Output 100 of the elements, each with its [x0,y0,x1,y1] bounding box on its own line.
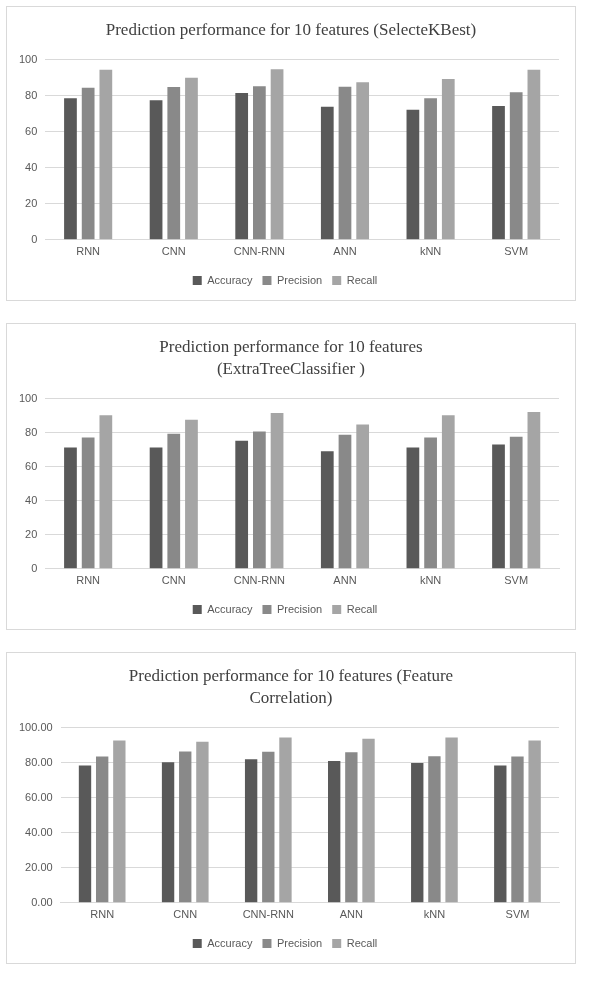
bar [445,737,458,903]
bar [338,86,352,240]
bar [424,98,437,240]
bar [320,106,334,240]
y-tick-label: 100.00 [18,720,53,733]
x-tick-label: RNN [76,245,101,258]
x-tick-label: ANN [333,574,357,587]
bar [179,751,192,903]
bar [279,737,292,903]
bar [81,437,95,569]
y-tick-label: 0 [31,561,38,574]
bar [235,92,249,240]
bar [320,451,334,569]
bar [362,738,375,903]
bar [235,440,249,569]
x-tick-label: CNN-RNN [233,574,286,587]
y-tick-label: 40 [25,493,38,506]
bar [345,752,358,903]
bar [149,100,163,240]
bar [424,437,437,569]
x-tick-label: CNN-RNN [233,245,286,258]
legend-label: Recall [346,273,378,286]
bar [149,447,163,569]
bar [527,69,541,240]
y-tick-label: 20.00 [25,860,53,873]
x-tick-label: kNN [423,908,446,921]
legend-label: Recall [346,602,378,615]
chart-title: Prediction performance for 10 features (ExtraTreeClassifier ) [158,336,424,380]
bar [492,444,505,569]
bar [328,760,341,903]
bar [270,69,284,240]
bar [509,92,523,240]
x-tick-label: ANN [333,245,357,258]
y-tick-label: 60.00 [25,790,53,803]
x-tick-label: SVM [504,245,529,258]
bar [253,86,266,240]
y-tick-label: 80.00 [25,755,53,768]
x-tick-label: RNN [76,574,101,587]
bar [167,86,181,240]
bar [81,87,95,240]
y-tick-label: 20 [25,527,38,540]
bar [196,741,209,903]
y-tick-label: 40 [25,160,38,173]
bar [428,756,441,903]
legend-label: Accuracy [207,273,253,286]
x-tick-label: CNN [161,574,186,587]
bar [185,419,198,569]
y-tick-label: 0.00 [31,895,53,908]
bar [78,765,92,903]
y-tick-label: 100 [18,391,38,404]
legend-label: Accuracy [207,936,253,949]
y-tick-label: 60 [25,459,38,472]
x-tick-label: CNN [161,245,186,258]
bar [96,756,109,903]
bar [167,433,181,569]
y-tick-label: 40.00 [25,825,53,838]
x-tick-label: RNN [90,908,115,921]
bar [270,413,284,569]
bar [406,109,420,240]
bar [492,105,505,240]
y-tick-label: 60 [25,124,38,137]
bar [441,78,455,240]
bar [411,762,424,903]
bar [528,740,541,903]
bar [253,431,266,569]
bar [64,98,77,240]
y-tick-label: 0 [31,232,38,245]
x-tick-label: SVM [504,574,529,587]
bar [185,77,198,240]
y-tick-label: 80 [25,425,38,438]
bar [64,447,77,569]
x-tick-label: CNN-RNN [242,908,295,921]
legend-label: Precision [276,602,323,615]
chart-title: Prediction performance for 10 features (SelecteKBest) [104,19,478,41]
bar [527,411,541,569]
x-tick-label: kNN [419,245,442,258]
y-tick-label: 20 [25,196,38,209]
legend-label: Precision [276,936,323,949]
bar [356,424,370,569]
x-tick-label: kNN [419,574,442,587]
bar [161,762,175,903]
bar [441,415,455,569]
bar [99,415,113,569]
x-tick-label: ANN [339,908,364,921]
bar [509,436,523,569]
bar [494,765,507,903]
legend-label: Precision [276,273,323,286]
bar [262,751,275,903]
x-tick-label: CNN [173,908,198,921]
bar [244,759,258,903]
legend-label: Accuracy [207,602,253,615]
bar [511,756,524,903]
bar [113,740,126,903]
bar [356,82,370,240]
bar [338,434,352,569]
y-tick-label: 80 [25,88,38,101]
bar [99,69,113,240]
y-tick-label: 100 [18,52,38,65]
legend-label: Recall [346,936,378,949]
chart-title: Prediction performance for 10 features (Feature Correlation) [127,665,455,709]
